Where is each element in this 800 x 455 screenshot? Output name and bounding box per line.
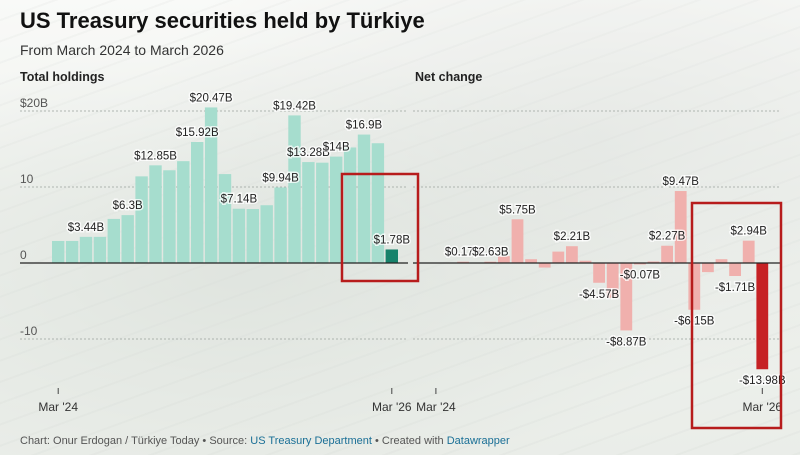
total-holdings-bar — [107, 218, 120, 263]
total-holdings-bar — [330, 156, 343, 263]
change-data-label: -$6.15B — [674, 316, 715, 328]
total-holdings-bar — [343, 147, 357, 263]
net-change-bar — [756, 263, 769, 370]
change-data-label: -$8.87B — [606, 336, 647, 348]
net-change-bar — [742, 240, 755, 263]
total-holdings-bar — [204, 107, 218, 263]
net-change-bar — [606, 263, 619, 298]
total-holdings-bar — [93, 236, 107, 263]
change-data-label: $2.94B — [730, 226, 767, 238]
total-holdings-bar — [274, 187, 287, 263]
net-change-bar — [552, 251, 565, 263]
total-holdings-bar — [357, 134, 371, 263]
net-change-bar — [647, 261, 660, 263]
total-data-label: $3.44B — [68, 222, 105, 234]
change-data-label: $2.63B — [472, 247, 509, 259]
total-holdings-bar — [260, 205, 273, 263]
x-tick-label-left: Mar '24 — [38, 400, 78, 414]
footer-credit: Chart: Onur Erdogan / Türkiye Today • So… — [20, 435, 251, 447]
total-holdings-bar — [65, 240, 79, 263]
change-data-label: $2.27B — [649, 231, 686, 243]
datawrapper-link[interactable]: Datawrapper — [446, 435, 510, 447]
total-holdings-bar — [246, 209, 259, 263]
total-holdings-bar — [121, 215, 134, 263]
x-tick-label-right: Mar '24 — [416, 400, 456, 414]
net-change-bar — [538, 263, 551, 268]
total-holdings-bar — [163, 170, 176, 263]
change-data-label: -$0.07B — [620, 270, 661, 282]
total-data-label: $6.3B — [113, 200, 143, 212]
net-change-bar — [525, 259, 537, 263]
total-holdings-bar — [177, 161, 190, 263]
total-holdings-bar — [149, 165, 162, 263]
net-change-bar — [620, 263, 633, 331]
total-holdings-bar — [135, 176, 148, 263]
x-tick-label-left: Mar '26 — [372, 400, 412, 414]
total-data-label: $7.14B — [221, 194, 258, 206]
source-link[interactable]: US Treasury Department — [250, 435, 372, 447]
total-holdings-bar — [218, 174, 232, 263]
chart-footer: Chart: Onur Erdogan / Türkiye Today • So… — [20, 435, 510, 447]
highlight-box-change — [690, 201, 783, 430]
total-data-label: $20.47B — [190, 92, 233, 104]
total-holdings-title: Total holdings — [20, 70, 105, 84]
y-tick-label: $20B — [20, 96, 48, 110]
net-change-bar — [566, 246, 578, 263]
total-data-label: $16.9B — [346, 120, 383, 132]
total-data-label: $14B — [323, 142, 350, 154]
total-holdings-bar — [191, 142, 204, 263]
chart-subtitle: From March 2024 to March 2026 — [20, 42, 224, 58]
change-data-label: $9.47B — [662, 176, 699, 188]
y-tick-label: -10 — [20, 324, 38, 338]
net-change-title: Net change — [415, 70, 483, 84]
total-holdings-bar — [79, 236, 93, 263]
x-tick-label-right: Mar '26 — [742, 400, 782, 414]
total-holdings-bar — [288, 115, 301, 264]
change-data-label: -$4.57B — [579, 289, 620, 301]
change-data-label: $0.17B — [445, 247, 482, 259]
change-data-label: -$1.71B — [715, 282, 756, 294]
total-data-label: $15.92B — [176, 127, 219, 139]
total-data-label: $13.28B — [287, 147, 330, 159]
chart-title: US Treasury securities held by Türkiye — [20, 8, 425, 33]
change-data-label: $5.75B — [499, 204, 536, 216]
net-change-bar — [715, 259, 728, 263]
total-data-label: $12.85B — [134, 150, 177, 162]
net-change-bar — [511, 219, 524, 263]
footer-middle: • Created with — [371, 435, 447, 447]
y-tick-label: 10 — [20, 172, 34, 186]
total-holdings-bar — [316, 162, 329, 263]
net-change-bar — [579, 260, 592, 263]
highlight-box-total — [340, 172, 420, 283]
net-change-bar — [674, 191, 687, 263]
total-data-label: $1.78B — [374, 234, 411, 246]
net-change-bar — [593, 263, 605, 283]
net-change-bar — [702, 263, 714, 273]
change-data-label: $2.21B — [554, 231, 591, 243]
total-data-label: $19.42B — [273, 100, 316, 112]
net-change-bar — [634, 263, 646, 265]
total-holdings-bar — [302, 162, 315, 263]
total-holdings-bar — [385, 249, 398, 263]
change-data-label: -$13.98B — [739, 375, 786, 387]
total-holdings-bar — [232, 208, 246, 263]
net-change-bar — [498, 256, 510, 263]
total-data-label: $9.94B — [262, 172, 299, 184]
total-holdings-bar — [52, 240, 65, 263]
net-change-bar — [729, 263, 741, 276]
net-change-bar — [688, 263, 701, 310]
y-tick-label: 0 — [20, 248, 27, 262]
net-change-bar — [661, 245, 673, 263]
